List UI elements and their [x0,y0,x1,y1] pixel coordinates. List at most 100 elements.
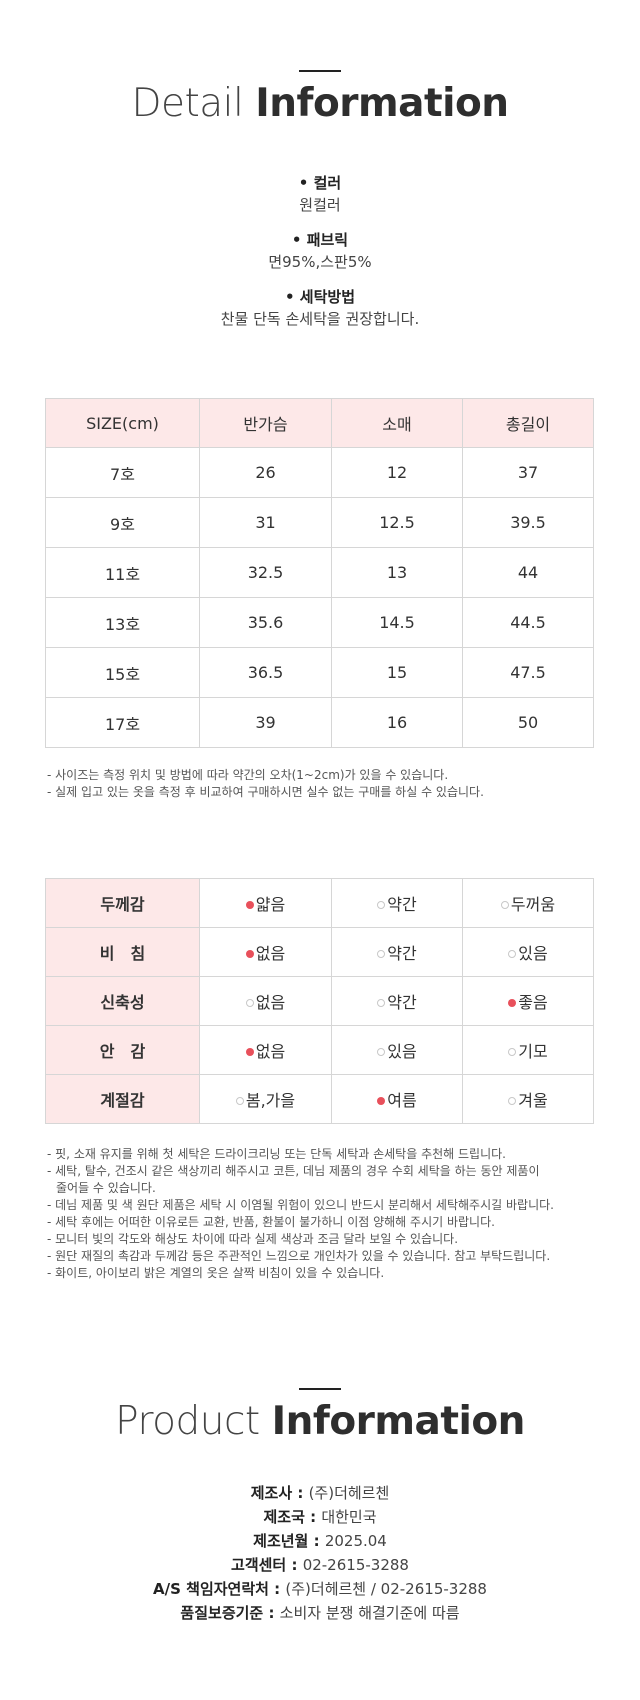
note-line: - 데님 제품 및 색 원단 제품은 세탁 시 이염될 위험이 있으니 반드시 … [47,1198,554,1212]
unselected-dot-icon [377,949,386,958]
info-label: 고객센터 : [231,1556,303,1574]
size-cell: 17호 [45,697,200,748]
note-line: - 핏, 소재 유지를 위해 첫 세탁은 드라이크리닝 또는 단독 세탁과 손세… [47,1147,506,1161]
table-row: 계절감 봄,가을 여름 겨울 [45,1074,594,1124]
option-label: 있음 [387,1042,417,1061]
table-row: 9호 31 12.5 39.5 [45,497,594,548]
selected-dot-icon [245,1047,254,1056]
option-label: 약간 [387,993,417,1012]
spec-color: • 컬러 원컬러 [0,172,640,216]
size-table: SIZE(cm) 반가슴 소매 총길이 7호 26 12 37 9호 31 12… [45,398,594,748]
product-info-row: 고객센터 : 02-2615-3288 [0,1553,640,1577]
product-info-row: 제조국 : 대한민국 [0,1505,640,1529]
note-line: - 실제 입고 있는 옷을 측정 후 비교하여 구매하시면 실수 없는 구매를 … [47,785,484,799]
table-cell: 15 [331,647,463,698]
table-cell: 47.5 [462,647,594,698]
table-cell: 14.5 [331,597,463,648]
option-label: 없음 [255,944,286,963]
unselected-dot-icon [377,900,386,909]
heading-rule [299,1388,341,1390]
info-label: 제조년월 : [253,1532,325,1550]
table-row: 15호 36.5 15 47.5 [45,647,594,698]
table-cell: 44 [462,547,594,598]
property-option: 있음 [331,1025,463,1075]
table-cell: 13 [331,547,463,598]
option-label: 기모 [518,1042,548,1061]
property-option: 없음 [199,927,332,977]
size-cell: 13호 [45,597,200,648]
note-line: - 세탁 후에는 어떠한 이유로든 교환, 반품, 환불이 불가하니 이점 양해… [47,1215,495,1229]
info-value: 대한민국 [321,1508,377,1526]
size-cell: 9호 [45,497,200,548]
spec-value: 원컬러 [299,196,341,214]
info-value: 소비자 분쟁 해결기준에 따름 [279,1604,460,1622]
option-label: 없음 [255,1042,286,1061]
unselected-dot-icon [508,1096,517,1105]
note-line: 줄어들 수 있습니다. [56,1181,156,1195]
table-row: 7호 26 12 37 [45,447,594,498]
table-cell: 39 [199,697,332,748]
property-option: 없음 [199,1025,332,1075]
info-label: A/S 책임자연락처 : [153,1580,286,1598]
table-cell: 31 [199,497,332,548]
property-option: 약간 [331,878,463,928]
spec-washing: • 세탁방법 찬물 단독 손세탁을 권장합니다. [0,286,640,330]
spec-title: • 컬러 [298,174,342,192]
table-row: 비 침 없음 약간 있음 [45,927,594,977]
product-info-list: 제조사 : (주)더헤르첸 제조국 : 대한민국 제조년월 : 2025.04 … [0,1481,640,1625]
unselected-dot-icon [235,1096,244,1105]
table-cell: 26 [199,447,332,498]
product-heading: Product Information [0,1402,640,1441]
unselected-dot-icon [245,998,254,1007]
spec-title: • 세탁방법 [284,288,355,306]
unselected-dot-icon [508,949,517,958]
product-info-row: 품질보증기준 : 소비자 분쟁 해결기준에 따름 [0,1601,640,1625]
property-option: 두꺼움 [462,878,594,928]
option-label: 봄,가을 [245,1091,296,1110]
note-line: - 화이트, 아이보리 밝은 계열의 옷은 살짝 비침이 있을 수 있습니다. [47,1266,385,1280]
info-value: 02-2615-3288 [302,1556,409,1574]
option-label: 없음 [255,993,286,1012]
property-label: 안 감 [45,1025,200,1075]
product-heading-bold: Information [271,1399,526,1444]
detail-heading-bold: Information [255,81,509,126]
table-row: 13호 35.6 14.5 44.5 [45,597,594,648]
option-label: 약간 [387,895,417,914]
size-table-header: SIZE(cm) 반가슴 소매 총길이 [45,398,594,448]
info-label: 품질보증기준 : [180,1604,280,1622]
note-line: - 원단 재질의 촉감과 두께감 등은 주관적인 느낌으로 개인차가 있을 수 … [47,1249,551,1263]
note-line: - 사이즈는 측정 위치 및 방법에 따라 약간의 오차(1~2cm)가 있을 … [47,768,449,782]
table-cell: 12 [331,447,463,498]
spec-value: 찬물 단독 손세탁을 권장합니다. [220,310,420,328]
property-option: 약간 [331,927,463,977]
column-header: 소매 [331,398,463,448]
property-table: 두께감 얇음 약간 두꺼움 비 침 없음 약간 있음 신축성 없음 약간 좋음 안 감 없음 있음 기모 계절감… [45,878,594,1124]
table-cell: 32.5 [199,547,332,598]
table-row: 두께감 얇음 약간 두꺼움 [45,878,594,928]
option-label: 있음 [518,944,548,963]
property-option: 없음 [199,976,332,1026]
table-cell: 50 [462,697,594,748]
property-label: 비 침 [45,927,200,977]
option-label: 약간 [387,944,417,963]
product-info-row: 제조년월 : 2025.04 [0,1529,640,1553]
property-label: 신축성 [45,976,200,1026]
info-label: 제조사 : [250,1484,309,1502]
table-cell: 44.5 [462,597,594,648]
info-value: (주)더헤르첸 / 02-2615-3288 [285,1580,487,1598]
property-option: 겨울 [462,1074,594,1124]
option-label: 겨울 [518,1091,548,1110]
note-line: - 모니터 빛의 각도와 해상도 차이에 따라 실제 색상과 조금 달라 보일 … [47,1232,459,1246]
table-row: 안 감 없음 있음 기모 [45,1025,594,1075]
unselected-dot-icon [377,998,386,1007]
info-value: (주)더헤르첸 [308,1484,390,1502]
table-cell: 39.5 [462,497,594,548]
option-label: 두꺼움 [510,895,556,914]
option-label: 여름 [387,1091,417,1110]
table-cell: 37 [462,447,594,498]
detail-heading-light: Detail [131,81,244,126]
spec-value: 면95%,스판5% [268,253,372,271]
table-row: 17호 39 16 50 [45,697,594,748]
column-header: 반가슴 [199,398,332,448]
unselected-dot-icon [377,1047,386,1056]
